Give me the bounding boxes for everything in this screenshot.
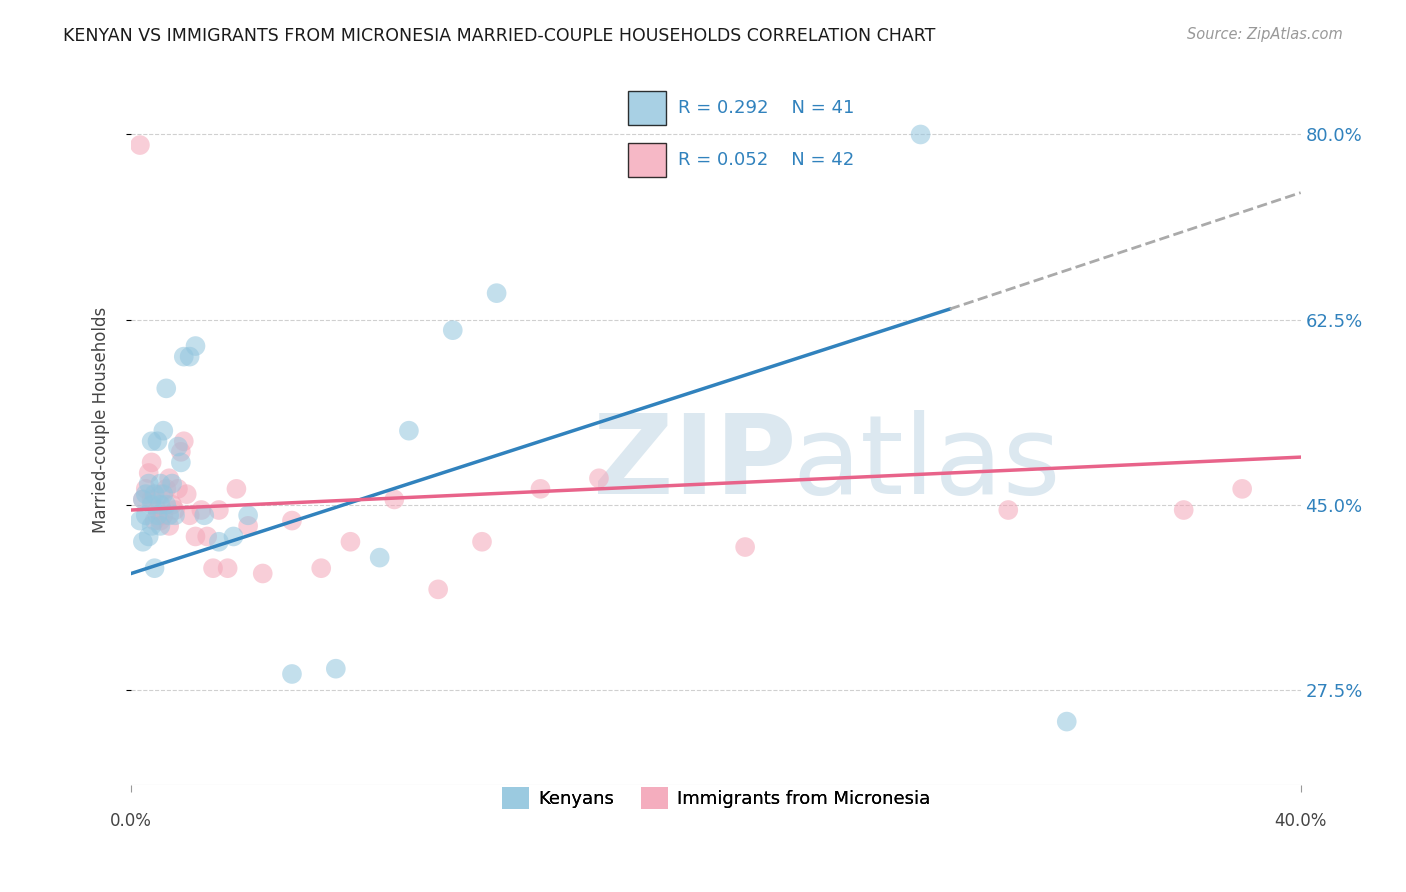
Text: atlas: atlas [792, 410, 1060, 517]
Point [997, 503, 1019, 517]
Text: 40.0%: 40.0% [1274, 812, 1327, 830]
Point [1173, 503, 1195, 517]
Text: Source: ZipAtlas.com: Source: ZipAtlas.com [1187, 27, 1343, 42]
Point [225, 482, 247, 496]
Point [141, 434, 163, 449]
Point [176, 487, 198, 501]
Point [208, 534, 231, 549]
Point [138, 466, 160, 480]
Point [149, 514, 172, 528]
Point [252, 566, 274, 581]
Point [155, 381, 177, 395]
Point [281, 514, 304, 528]
Point [236, 519, 259, 533]
Point [146, 434, 169, 449]
Point [281, 667, 304, 681]
Point [195, 529, 218, 543]
Point [149, 519, 172, 533]
Point [529, 482, 551, 496]
Point [179, 508, 201, 523]
Point [163, 508, 186, 523]
Point [135, 482, 157, 496]
Point [325, 662, 347, 676]
Point [141, 492, 163, 507]
Point [157, 508, 180, 523]
Point [441, 323, 464, 337]
Point [190, 503, 212, 517]
Text: ZIP: ZIP [593, 410, 796, 517]
Point [173, 434, 195, 449]
Point [208, 503, 231, 517]
Point [135, 508, 157, 523]
Point [146, 503, 169, 517]
Point [149, 498, 172, 512]
Point [382, 492, 405, 507]
Point [157, 519, 180, 533]
Point [184, 529, 207, 543]
Point [222, 529, 245, 543]
Point [138, 476, 160, 491]
Point [155, 498, 177, 512]
Point [132, 492, 155, 507]
Point [184, 339, 207, 353]
Text: 0.0%: 0.0% [110, 812, 152, 830]
Point [155, 482, 177, 496]
Point [167, 440, 190, 454]
Point [138, 529, 160, 543]
Point [170, 455, 193, 469]
Point [129, 138, 152, 153]
Point [236, 508, 259, 523]
Point [588, 471, 610, 485]
Point [734, 540, 756, 554]
Point [398, 424, 420, 438]
Point [143, 514, 166, 528]
Point [143, 487, 166, 501]
Point [1056, 714, 1078, 729]
Point [132, 534, 155, 549]
Point [910, 128, 932, 142]
Point [152, 487, 174, 501]
Point [485, 286, 508, 301]
Point [202, 561, 225, 575]
Point [471, 534, 494, 549]
Point [160, 476, 183, 491]
Point [167, 482, 190, 496]
Point [160, 498, 183, 512]
Point [146, 508, 169, 523]
Point [1230, 482, 1253, 496]
Legend: Kenyans, Immigrants from Micronesia: Kenyans, Immigrants from Micronesia [495, 780, 938, 816]
Point [141, 498, 163, 512]
Point [193, 508, 215, 523]
Point [141, 519, 163, 533]
Point [129, 514, 152, 528]
Point [132, 492, 155, 507]
Text: KENYAN VS IMMIGRANTS FROM MICRONESIA MARRIED-COUPLE HOUSEHOLDS CORRELATION CHART: KENYAN VS IMMIGRANTS FROM MICRONESIA MAR… [63, 27, 935, 45]
Point [152, 508, 174, 523]
Point [427, 582, 450, 597]
Point [143, 561, 166, 575]
Point [309, 561, 332, 575]
Point [339, 534, 361, 549]
Point [149, 476, 172, 491]
Point [368, 550, 391, 565]
Point [163, 503, 186, 517]
Y-axis label: Married-couple Households: Married-couple Households [93, 307, 110, 533]
Point [170, 445, 193, 459]
Point [135, 487, 157, 501]
Point [149, 487, 172, 501]
Point [157, 471, 180, 485]
Point [152, 424, 174, 438]
Point [173, 350, 195, 364]
Point [179, 350, 201, 364]
Point [141, 455, 163, 469]
Point [217, 561, 239, 575]
